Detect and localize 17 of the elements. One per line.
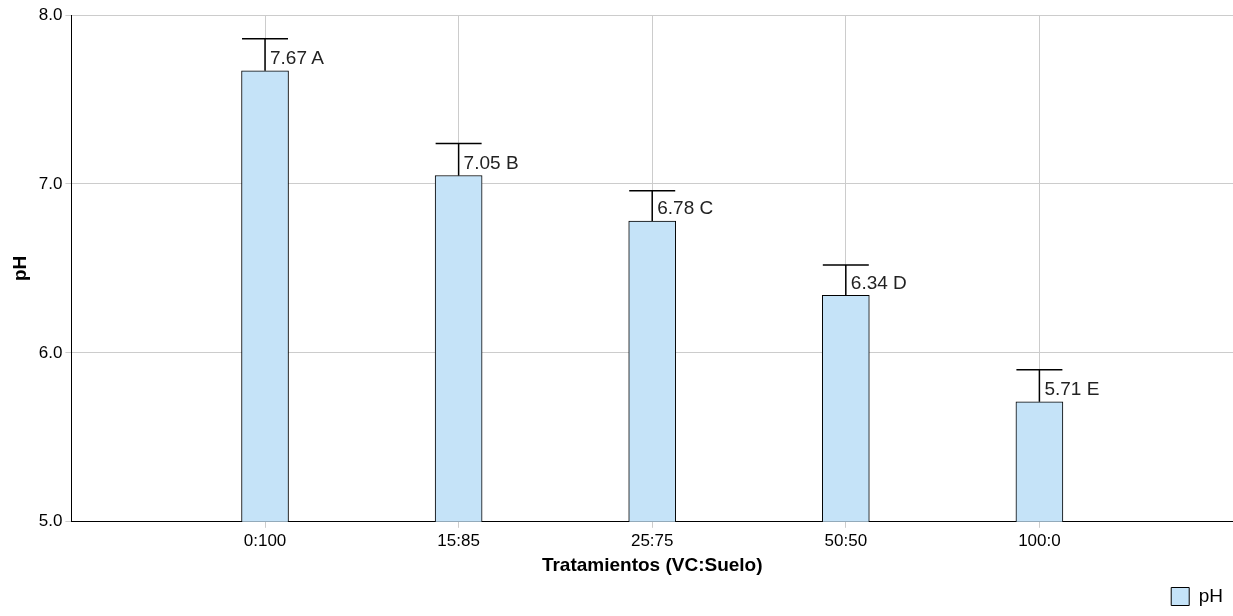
data-label: 6.78 C xyxy=(657,197,714,219)
data-label: 7.67 A xyxy=(270,46,325,68)
legend-label: pH xyxy=(1198,584,1224,606)
x-tick-label: 100:0 xyxy=(1018,530,1061,550)
y-tick-label: 8.0 xyxy=(38,4,63,24)
x-tick-label: 15:85 xyxy=(437,530,480,550)
x-tick-label: 25:75 xyxy=(630,530,674,550)
data-label: 5.71 E xyxy=(1044,378,1100,400)
data-label: 7.05 B xyxy=(463,151,519,173)
x-axis-title: Tratamientos (VC:Suelo) xyxy=(541,553,763,575)
y-tick-label: 7.0 xyxy=(38,173,63,193)
x-tick-label: 0:100 xyxy=(243,530,287,550)
x-tick-label: 50:50 xyxy=(824,530,868,550)
y-tick-label: 6.0 xyxy=(38,342,63,362)
y-axis-title: pH xyxy=(8,255,30,282)
y-tick-label: 5.0 xyxy=(38,511,63,531)
data-label: 6.34 D xyxy=(850,271,907,293)
